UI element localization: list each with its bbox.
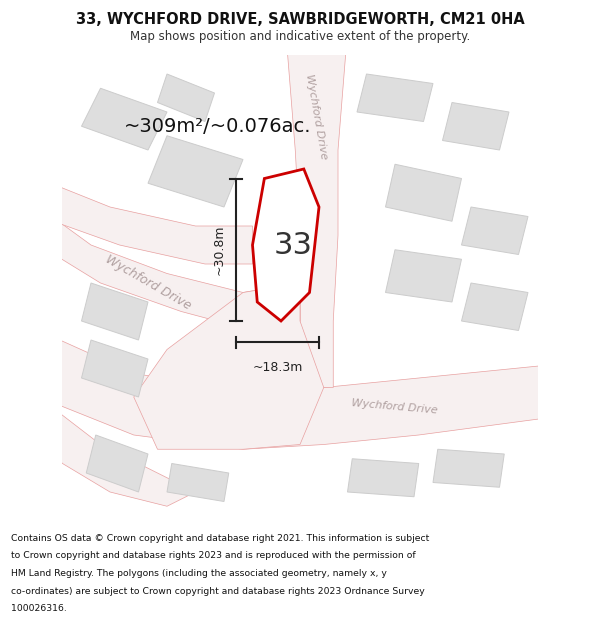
Text: ~18.3m: ~18.3m (252, 361, 302, 374)
Text: Wychford Drive: Wychford Drive (103, 253, 193, 313)
Polygon shape (443, 102, 509, 150)
Polygon shape (386, 250, 461, 302)
Text: HM Land Registry. The polygons (including the associated geometry, namely x, y: HM Land Registry. The polygons (includin… (11, 569, 386, 578)
Polygon shape (357, 74, 433, 121)
Text: 33: 33 (274, 231, 313, 259)
Polygon shape (386, 164, 461, 221)
Polygon shape (157, 74, 215, 121)
Text: Contains OS data © Crown copyright and database right 2021. This information is : Contains OS data © Crown copyright and d… (11, 534, 429, 542)
Polygon shape (148, 136, 243, 207)
Polygon shape (39, 331, 561, 449)
Polygon shape (347, 459, 419, 497)
Text: to Crown copyright and database rights 2023 and is reproduced with the permissio: to Crown copyright and database rights 2… (11, 551, 415, 561)
Text: Wychford Drive: Wychford Drive (352, 398, 439, 415)
Polygon shape (82, 283, 148, 340)
Polygon shape (39, 179, 253, 264)
Polygon shape (286, 31, 347, 387)
Text: Map shows position and indicative extent of the property.: Map shows position and indicative extent… (130, 30, 470, 43)
Polygon shape (134, 283, 324, 449)
Polygon shape (167, 464, 229, 501)
Polygon shape (82, 88, 167, 150)
Polygon shape (433, 449, 504, 488)
Polygon shape (39, 207, 300, 331)
Polygon shape (39, 397, 196, 506)
Text: ~30.8m: ~30.8m (212, 224, 226, 275)
Text: 33, WYCHFORD DRIVE, SAWBRIDGEWORTH, CM21 0HA: 33, WYCHFORD DRIVE, SAWBRIDGEWORTH, CM21… (76, 12, 524, 27)
Text: 100026316.: 100026316. (11, 604, 67, 613)
Polygon shape (253, 169, 319, 321)
Text: ~309m²/~0.076ac.: ~309m²/~0.076ac. (124, 117, 312, 136)
Text: Wychford Drive: Wychford Drive (304, 73, 329, 160)
Polygon shape (82, 340, 148, 397)
Polygon shape (86, 435, 148, 492)
Polygon shape (461, 207, 528, 254)
Polygon shape (461, 283, 528, 331)
Text: co-ordinates) are subject to Crown copyright and database rights 2023 Ordnance S: co-ordinates) are subject to Crown copyr… (11, 586, 425, 596)
